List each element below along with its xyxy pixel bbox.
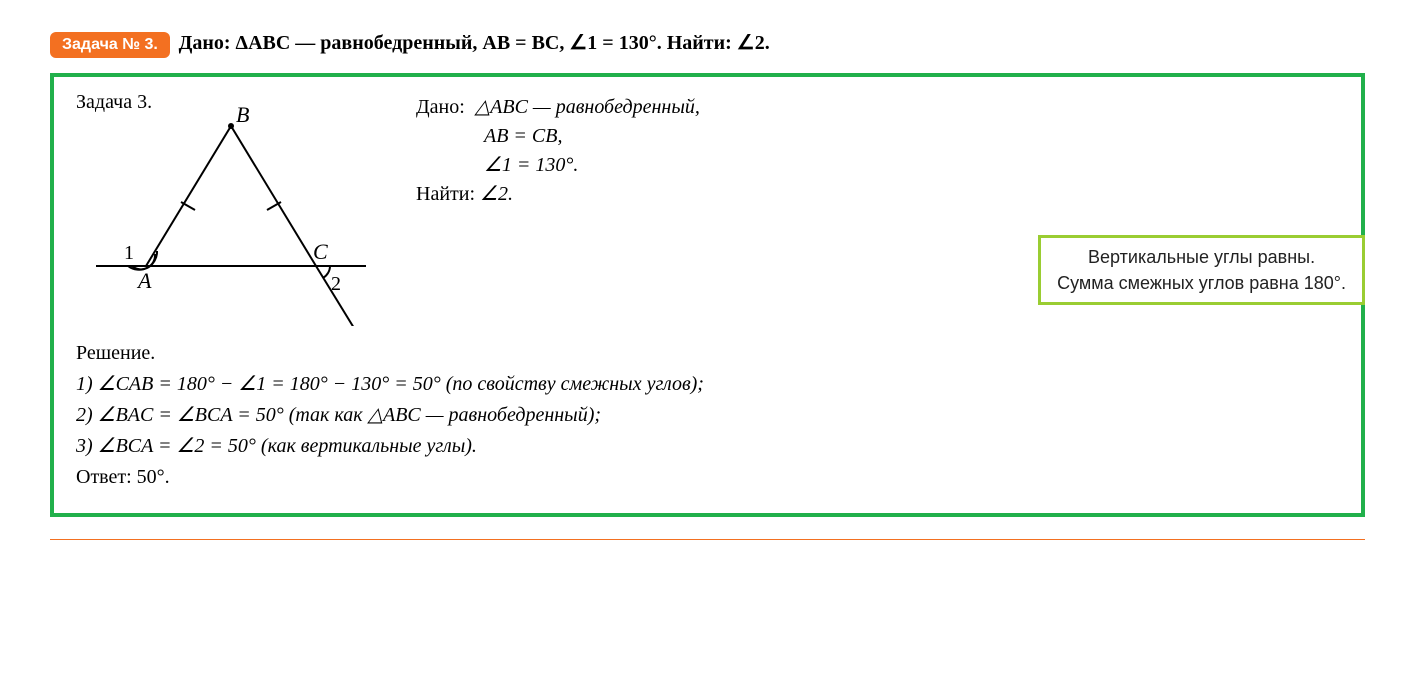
solution-body: Решение. 1) ∠CAB = 180° − ∠1 = 180° − 13… xyxy=(76,338,1339,493)
find-prefix: Найти: xyxy=(416,183,475,205)
given-line3: ∠1 = 130°. xyxy=(484,154,578,176)
given-line2: AB = CB, xyxy=(484,125,563,147)
given-prefix: Дано: xyxy=(416,96,465,118)
vertex-c-label: C xyxy=(313,239,328,264)
solution-answer: Ответ: 50°. xyxy=(76,462,1339,493)
triangle-diagram: B A C 1 2 xyxy=(76,96,416,332)
problem-badge: Задача № 3. xyxy=(50,32,170,58)
solution-box: Задача 3. xyxy=(50,73,1365,517)
problem-statement: Дано: ΔABC — равнобедренный, AB = BC, ∠1… xyxy=(179,32,770,54)
solution-step2: 2) ∠BAC = ∠BCA = 50° (так как △ABC — рав… xyxy=(76,400,1339,431)
hint-line1: Вертикальные углы равны. xyxy=(1057,244,1346,270)
hint-line2: Сумма смежных углов равна 180°. xyxy=(1057,270,1346,296)
angle-2-label: 2 xyxy=(331,273,341,295)
angle-1-label: 1 xyxy=(124,242,134,264)
given-line1: △ABC — равнобедренный, xyxy=(475,96,700,118)
solution-title: Решение. xyxy=(76,338,1339,369)
problem-header: Задача № 3. Дано: ΔABC — равнобедренный,… xyxy=(50,30,1365,58)
solution-step3: 3) ∠BCA = ∠2 = 50° (как вертикальные угл… xyxy=(76,431,1339,462)
vertex-a-label: A xyxy=(136,268,152,293)
find-value: ∠2. xyxy=(480,183,513,205)
given-block: Дано: △ABC — равнобедренный, AB = CB, ∠1… xyxy=(416,91,836,209)
section-divider xyxy=(50,539,1365,540)
solution-step1: 1) ∠CAB = 180° − ∠1 = 180° − 130° = 50° … xyxy=(76,369,1339,400)
vertex-b-label: B xyxy=(236,102,249,127)
hint-box: Вертикальные углы равны. Сумма смежных у… xyxy=(1038,235,1365,305)
